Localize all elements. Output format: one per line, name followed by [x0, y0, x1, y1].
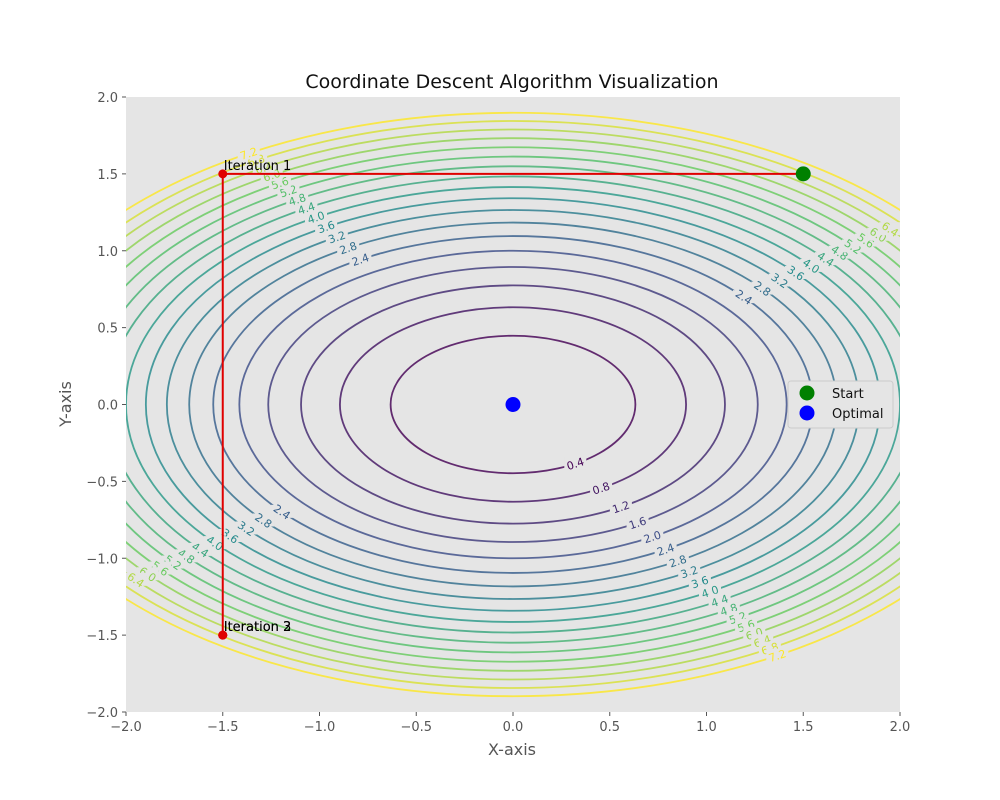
- contour-label: 2.0: [641, 528, 664, 546]
- contour-label-text: 0.8: [591, 480, 612, 498]
- x-tick-label: −0.5: [400, 720, 432, 735]
- x-tick-label: 0.0: [503, 720, 524, 735]
- y-tick-label: 1.5: [97, 168, 118, 183]
- descent-path: [218, 169, 804, 640]
- markers: [505, 166, 811, 412]
- optimal-marker: [505, 397, 521, 412]
- contour-label-text: 0.4: [565, 455, 586, 473]
- legend-optimal-swatch: [799, 405, 815, 421]
- x-axis-label: X-axis: [488, 740, 536, 759]
- contour-level-0-8: [339, 306, 687, 503]
- contour-label: 3.2: [325, 229, 348, 247]
- y-tick-label: 1.0: [97, 245, 118, 260]
- y-tick-label: 0.5: [97, 322, 118, 337]
- x-tick-label: 1.5: [793, 720, 814, 735]
- y-tick-label: −2.0: [86, 706, 118, 721]
- contour-label: 2.4: [349, 251, 372, 269]
- y-tick-label: −0.5: [86, 475, 118, 490]
- contour-label-text: 1.2: [611, 499, 632, 517]
- contour-level-1-6: [267, 266, 759, 543]
- contour-label: 3.2: [678, 563, 701, 581]
- contour-level-6-4: [126, 128, 900, 681]
- contour-label: 0.8: [590, 480, 613, 498]
- contour-label: 6.4: [879, 219, 900, 240]
- contour-level-7-2: [126, 111, 900, 698]
- contour-label: 6.4: [126, 570, 147, 591]
- y-axis-ticks: −2.0 −1.5 −1.0 −0.5 0.0 0.5 1.0 1.5 2.0: [86, 91, 126, 721]
- y-tick-label: 0.0: [97, 399, 118, 414]
- y-axis-label: Y-axis: [56, 381, 75, 428]
- contour-label-text: 3.2: [327, 229, 348, 247]
- y-tick-label: −1.0: [86, 552, 118, 567]
- contour-label-text: 1.6: [627, 514, 648, 532]
- contour-label: 1.2: [609, 499, 632, 517]
- x-tick-label: 1.0: [696, 720, 717, 735]
- contour-level-1-2: [300, 284, 726, 525]
- contour-level-5-6: [126, 146, 900, 663]
- contour-label: 7.2: [766, 647, 789, 665]
- iteration-label-2: Iteration 2: [224, 620, 292, 635]
- contour-level-0-4: [389, 334, 637, 475]
- x-tick-label: −1.0: [304, 720, 336, 735]
- contour-label-text: 7.2: [239, 145, 260, 163]
- contour-label: 2.4: [271, 502, 294, 523]
- path-point-4: [218, 630, 228, 640]
- contour-label: 2.4: [733, 287, 755, 308]
- contour-label: 0.4: [564, 455, 587, 473]
- contour-level-5-2: [126, 155, 900, 654]
- contour-label: 2.8: [337, 239, 360, 257]
- contour-level-4: [126, 186, 900, 623]
- contour-label: 2.8: [252, 511, 275, 531]
- x-tick-label: −1.5: [207, 720, 239, 735]
- legend-optimal-label: Optimal: [832, 407, 883, 422]
- legend: Start Optimal: [787, 380, 894, 429]
- contour-label-text: 7.2: [767, 647, 788, 665]
- contour-label-text: 2.4: [350, 251, 371, 269]
- legend-start-label: Start: [832, 387, 864, 402]
- contour-labels: 0.40.81.21.62.02.42.42.42.42.82.82.82.83…: [126, 145, 900, 665]
- contour-level-4-8: [126, 165, 900, 644]
- start-marker: [795, 166, 811, 182]
- x-tick-label: 2.0: [890, 720, 911, 735]
- contour-level-6: [126, 137, 900, 672]
- y-tick-label: 2.0: [97, 91, 118, 106]
- x-tick-label: 0.5: [599, 720, 620, 735]
- x-tick-label: −2.0: [110, 720, 142, 735]
- path-point-1: [218, 169, 228, 179]
- chart-title: Coordinate Descent Algorithm Visualizati…: [305, 71, 718, 93]
- contour-label: 7.2: [237, 145, 260, 163]
- contour-label: 2.8: [751, 279, 774, 299]
- x-axis-ticks: −2.0 −1.5 −1.0 −0.5 0.0 0.5 1.0 1.5 2.0: [110, 712, 910, 735]
- y-tick-label: −1.5: [86, 629, 118, 644]
- contour-label-text: 2.0: [642, 528, 663, 546]
- contour-level-2: [238, 249, 788, 560]
- contour-label: 1.6: [626, 514, 649, 532]
- contour-label-text: 2.8: [338, 239, 359, 257]
- contour-level-6-8: [126, 120, 900, 689]
- contour-level-4-4: [126, 175, 900, 634]
- iteration-label-1: Iteration 1: [224, 159, 292, 174]
- iteration-label-3: Iteration 3: [224, 620, 292, 635]
- legend-start-swatch: [799, 385, 815, 401]
